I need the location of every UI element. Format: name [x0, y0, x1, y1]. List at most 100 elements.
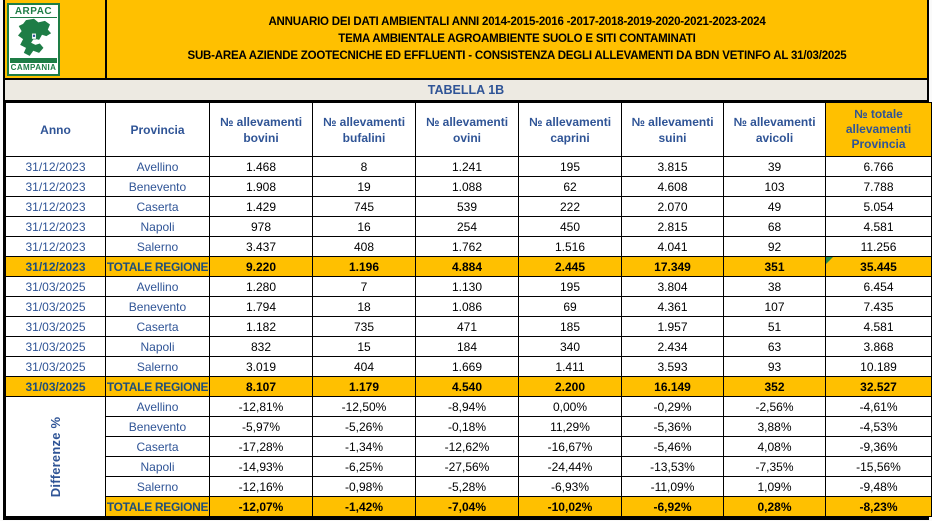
cell-value[interactable]: 185: [518, 316, 622, 337]
cell-value[interactable]: -5,26%: [312, 416, 416, 437]
cell-value[interactable]: 1.411: [518, 356, 622, 377]
cell-value[interactable]: -13,53%: [621, 456, 724, 477]
cell-value[interactable]: 51: [723, 316, 826, 337]
cell-value[interactable]: 404: [312, 356, 416, 377]
cell-provincia[interactable]: Benevento: [105, 416, 210, 437]
cell-value[interactable]: 2.070: [621, 196, 724, 217]
cell-value[interactable]: 1.468: [209, 156, 313, 177]
cell-value[interactable]: 4,08%: [723, 436, 826, 457]
cell-value[interactable]: -0,18%: [415, 416, 519, 437]
cell-value[interactable]: 978: [209, 216, 313, 237]
cell-value[interactable]: 0,28%: [723, 496, 826, 517]
cell-value[interactable]: 16.149: [621, 376, 724, 397]
cell-value[interactable]: 8: [312, 156, 416, 177]
cell-anno[interactable]: 31/03/2025: [5, 356, 106, 377]
cell-value[interactable]: 1.908: [209, 176, 313, 197]
cell-value[interactable]: -9,36%: [825, 436, 932, 457]
cell-value[interactable]: 1.957: [621, 316, 724, 337]
column-header[interactable]: № allevamenti ovini: [415, 102, 519, 157]
cell-value[interactable]: 1.241: [415, 156, 519, 177]
cell-value[interactable]: 4.581: [825, 216, 932, 237]
cell-value[interactable]: 195: [518, 156, 622, 177]
cell-value[interactable]: -11,09%: [621, 476, 724, 497]
cell-value[interactable]: 69: [518, 296, 622, 317]
cell-value[interactable]: 3.437: [209, 236, 313, 257]
cell-provincia[interactable]: Salerno: [105, 476, 210, 497]
cell-anno[interactable]: 31/03/2025: [5, 376, 106, 397]
cell-value[interactable]: 832: [209, 336, 313, 357]
cell-anno[interactable]: 31/03/2025: [5, 276, 106, 297]
cell-value[interactable]: -4,61%: [825, 396, 932, 417]
cell-value[interactable]: -5,97%: [209, 416, 313, 437]
cell-value[interactable]: -7,04%: [415, 496, 519, 517]
cell-value[interactable]: 4.361: [621, 296, 724, 317]
cell-value[interactable]: 19: [312, 176, 416, 197]
cell-provincia[interactable]: Caserta: [105, 196, 210, 217]
cell-value[interactable]: 351: [723, 256, 826, 277]
cell-value[interactable]: 1.130: [415, 276, 519, 297]
cell-value[interactable]: 539: [415, 196, 519, 217]
cell-value[interactable]: 184: [415, 336, 519, 357]
cell-value[interactable]: 408: [312, 236, 416, 257]
cell-value[interactable]: -10,02%: [518, 496, 622, 517]
cell-value[interactable]: 4.041: [621, 236, 724, 257]
cell-value[interactable]: 1.088: [415, 176, 519, 197]
cell-value[interactable]: -0,98%: [312, 476, 416, 497]
cell-value[interactable]: 222: [518, 196, 622, 217]
cell-provincia[interactable]: Caserta: [105, 316, 210, 337]
cell-value[interactable]: -12,16%: [209, 476, 313, 497]
cell-value[interactable]: 63: [723, 336, 826, 357]
cell-value[interactable]: 3.815: [621, 156, 724, 177]
cell-value[interactable]: 1.669: [415, 356, 519, 377]
cell-value[interactable]: 16: [312, 216, 416, 237]
cell-value[interactable]: 35.445: [825, 256, 932, 277]
cell-value[interactable]: 103: [723, 176, 826, 197]
cell-value[interactable]: 3.593: [621, 356, 724, 377]
cell-value[interactable]: 2.815: [621, 216, 724, 237]
cell-provincia[interactable]: Avellino: [105, 276, 210, 297]
cell-value[interactable]: 11,29%: [518, 416, 622, 437]
cell-value[interactable]: -5,28%: [415, 476, 519, 497]
cell-value[interactable]: 1.196: [312, 256, 416, 277]
column-header[interactable]: № allevamenti bovini: [209, 102, 313, 157]
cell-value[interactable]: 107: [723, 296, 826, 317]
cell-anno[interactable]: 31/12/2023: [5, 216, 106, 237]
cell-value[interactable]: 32.527: [825, 376, 932, 397]
cell-value[interactable]: -4,53%: [825, 416, 932, 437]
cell-value[interactable]: 1.182: [209, 316, 313, 337]
cell-value[interactable]: 68: [723, 216, 826, 237]
cell-value[interactable]: 745: [312, 196, 416, 217]
cell-value[interactable]: 3.804: [621, 276, 724, 297]
cell-value[interactable]: 7: [312, 276, 416, 297]
cell-value[interactable]: 2.434: [621, 336, 724, 357]
cell-value[interactable]: 4.884: [415, 256, 519, 277]
cell-value[interactable]: -6,93%: [518, 476, 622, 497]
cell-value[interactable]: 735: [312, 316, 416, 337]
cell-value[interactable]: -12,81%: [209, 396, 313, 417]
column-header[interactable]: № allevamenti suini: [621, 102, 724, 157]
cell-value[interactable]: 1.280: [209, 276, 313, 297]
cell-anno[interactable]: 31/12/2023: [5, 256, 106, 277]
cell-value[interactable]: 9.220: [209, 256, 313, 277]
cell-anno[interactable]: 31/03/2025: [5, 316, 106, 337]
cell-provincia[interactable]: Benevento: [105, 296, 210, 317]
cell-value[interactable]: 49: [723, 196, 826, 217]
cell-value[interactable]: 10.189: [825, 356, 932, 377]
cell-value[interactable]: 6.454: [825, 276, 932, 297]
cell-provincia[interactable]: TOTALE REGIONE: [105, 496, 210, 517]
cell-value[interactable]: 3,88%: [723, 416, 826, 437]
cell-anno[interactable]: 31/12/2023: [5, 236, 106, 257]
cell-value[interactable]: -9,48%: [825, 476, 932, 497]
cell-anno[interactable]: 31/12/2023: [5, 196, 106, 217]
cell-value[interactable]: 1.086: [415, 296, 519, 317]
column-header[interactable]: № allevamenti avicoli: [723, 102, 826, 157]
differenze-merged-cell[interactable]: Differenze %: [5, 396, 106, 517]
cell-provincia[interactable]: Napoli: [105, 216, 210, 237]
cell-value[interactable]: 2.445: [518, 256, 622, 277]
cell-value[interactable]: 6.766: [825, 156, 932, 177]
cell-value[interactable]: -6,92%: [621, 496, 724, 517]
cell-value[interactable]: 254: [415, 216, 519, 237]
cell-value[interactable]: -5,46%: [621, 436, 724, 457]
cell-value[interactable]: -7,35%: [723, 456, 826, 477]
cell-value[interactable]: -12,07%: [209, 496, 313, 517]
